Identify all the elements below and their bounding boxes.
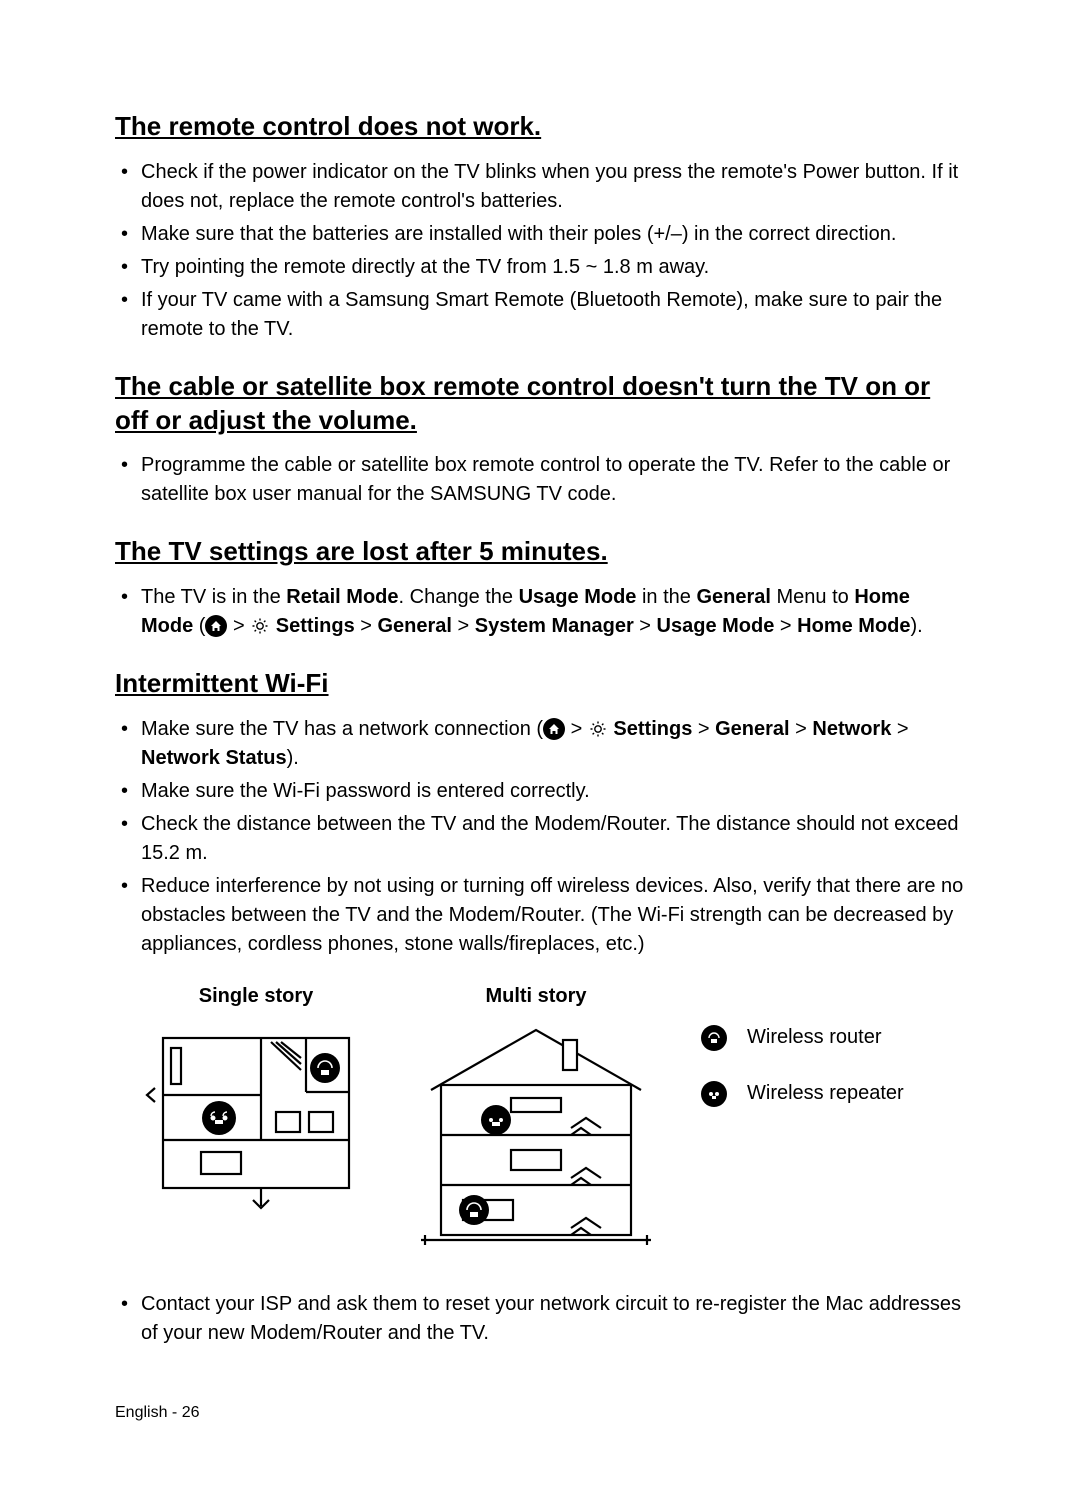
text: ( (193, 615, 205, 637)
legend-label: Wireless router (747, 1026, 881, 1049)
home-icon (543, 718, 565, 740)
list-item: Check if the power indicator on the TV b… (141, 158, 965, 216)
heading-remote: The remote control does not work. (115, 110, 965, 144)
text: > (634, 615, 657, 637)
gear-icon (588, 719, 608, 739)
repeater-icon (701, 1081, 727, 1107)
wifi-diagrams: Single story (115, 985, 965, 1250)
diagram-title: Multi story (485, 985, 586, 1008)
legend-row-repeater: Wireless repeater (701, 1081, 904, 1107)
list-item: Check the distance between the TV and th… (141, 810, 965, 868)
text-bold: General (378, 615, 452, 637)
diagram-single-story: Single story (141, 985, 371, 1250)
list-settings-lost: The TV is in the Retail Mode. Change the… (115, 583, 965, 641)
list-item: If your TV came with a Samsung Smart Rem… (141, 286, 965, 344)
text-bold: Retail Mode (286, 586, 398, 608)
text-bold: Home Mode (797, 615, 910, 637)
list-item: Programme the cable or satellite box rem… (141, 451, 965, 509)
list-item: Try pointing the remote directly at the … (141, 253, 965, 282)
diagram-multi-story: Multi story (411, 985, 661, 1250)
text-bold: System Manager (475, 615, 634, 637)
text-bold: Usage Mode (657, 615, 775, 637)
text-bold: General (696, 586, 770, 608)
list-remote: Check if the power indicator on the TV b… (115, 158, 965, 344)
text: > (891, 718, 908, 740)
text: ). (911, 615, 923, 637)
text: . Change the (399, 586, 519, 608)
text-bold: Network (812, 718, 891, 740)
list-wifi: Make sure the TV has a network connectio… (115, 715, 965, 959)
text: Make sure the TV has a network connectio… (141, 718, 543, 740)
text-bold: Settings (613, 718, 692, 740)
text: > (452, 615, 475, 637)
list-item: Make sure that the batteries are install… (141, 220, 965, 249)
legend-label: Wireless repeater (747, 1082, 904, 1105)
heading-wifi: Intermittent Wi-Fi (115, 667, 965, 701)
list-item: Make sure the Wi-Fi password is entered … (141, 777, 965, 806)
text-bold: General (715, 718, 789, 740)
heading-cable: The cable or satellite box remote contro… (115, 370, 965, 438)
text-bold: Network Status (141, 747, 287, 769)
home-icon (205, 615, 227, 637)
floorplan-single-icon (141, 1020, 371, 1210)
text: > (774, 615, 797, 637)
text-bold: Usage Mode (519, 586, 637, 608)
page-footer: English - 26 (115, 1404, 200, 1422)
diagram-legend: Wireless router Wireless repeater (701, 1025, 904, 1250)
list-item: Contact your ISP and ask them to reset y… (141, 1290, 965, 1348)
text: The TV is in the (141, 586, 286, 608)
list-cable: Programme the cable or satellite box rem… (115, 451, 965, 509)
text: > (355, 615, 378, 637)
text-bold: Settings (276, 615, 355, 637)
house-multi-icon (411, 1020, 661, 1250)
list-item: The TV is in the Retail Mode. Change the… (141, 583, 965, 641)
text: > (565, 718, 588, 740)
text: > (692, 718, 715, 740)
list-item: Make sure the TV has a network connectio… (141, 715, 965, 773)
list-wifi-continued: Contact your ISP and ask them to reset y… (115, 1290, 965, 1348)
text: ). (287, 747, 299, 769)
text: in the (636, 586, 696, 608)
gear-icon (250, 616, 270, 636)
text: Menu to (771, 586, 854, 608)
text: > (227, 615, 250, 637)
legend-row-router: Wireless router (701, 1025, 904, 1051)
text: > (790, 718, 813, 740)
list-item: Reduce interference by not using or turn… (141, 872, 965, 959)
router-icon (701, 1025, 727, 1051)
diagram-title: Single story (199, 985, 313, 1008)
heading-settings-lost: The TV settings are lost after 5 minutes… (115, 535, 965, 569)
